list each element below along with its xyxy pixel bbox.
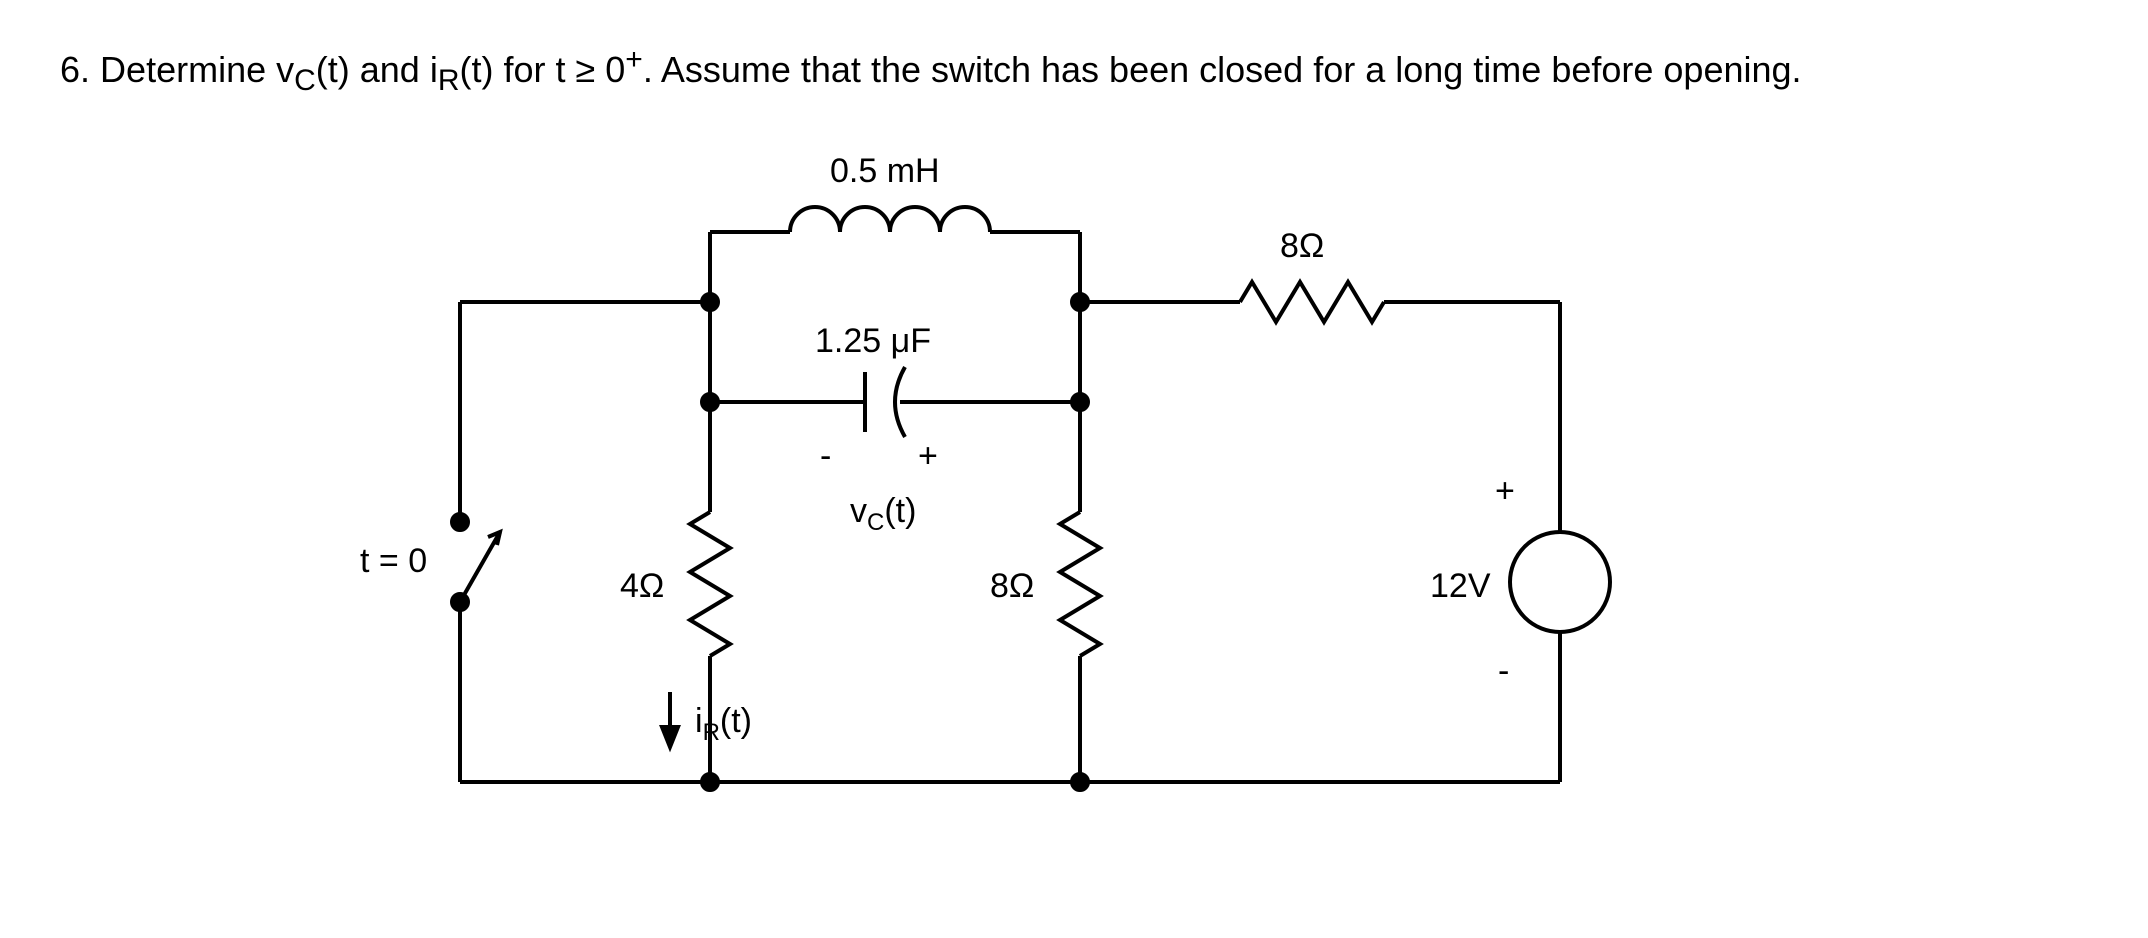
capacitor-label: 1.25 μF (815, 322, 931, 360)
r2-label: 8Ω (990, 567, 1034, 605)
ir-arrow-head (662, 727, 678, 747)
switch-arm (460, 532, 500, 602)
problem-statement: 6. Determine vC(t) and iR(t) for t ≥ 0+.… (60, 40, 2060, 102)
r1-label: 4Ω (620, 567, 664, 605)
vc-plus: + (918, 437, 938, 475)
vc-label: vC(t) (850, 492, 916, 536)
problem-number: 6. (60, 49, 90, 90)
vc-minus: - (820, 437, 831, 475)
switch-label: t = 0 (360, 542, 427, 580)
node-a-bot (702, 774, 718, 790)
inductor-label: 0.5 mH (830, 152, 940, 190)
source-label: 12V (1430, 567, 1491, 605)
node-b-bot (1072, 774, 1088, 790)
resistor-8ohm-right (1240, 282, 1384, 322)
r3-label: 8Ω (1280, 227, 1324, 265)
resistor-8ohm-mid (1060, 512, 1100, 656)
voltage-source (1510, 532, 1610, 632)
node-cap-left (702, 394, 718, 410)
problem-body: Determine vC(t) and iR(t) for t ≥ 0+. As… (100, 49, 1801, 90)
source-plus: + (1495, 472, 1515, 510)
circuit-diagram: 0.5 mH 1.25 μF - + vC(t) 4Ω 8Ω 8Ω 12V + … (360, 142, 2088, 847)
source-minus: - (1498, 652, 1509, 690)
ir-label: iR(t) (695, 702, 752, 746)
resistor-4ohm (690, 512, 730, 656)
inductor (790, 207, 990, 232)
